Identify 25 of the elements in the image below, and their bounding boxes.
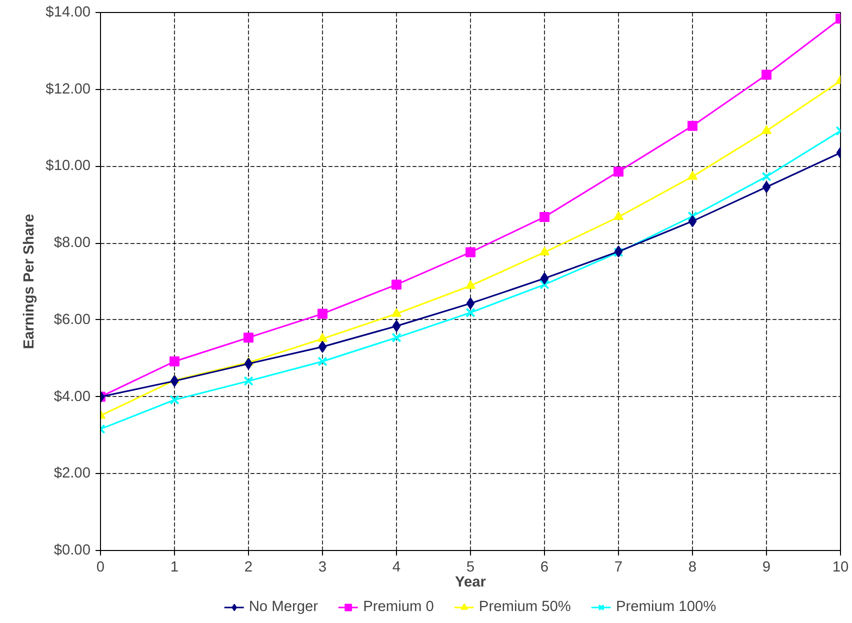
- x-tick-label: 2: [244, 560, 253, 576]
- x-tick-label: 10: [832, 560, 849, 576]
- x-tick-label: 6: [540, 560, 549, 576]
- x-tick-label: 3: [318, 560, 327, 576]
- y-tick-label: $14.00: [46, 4, 90, 20]
- x-tick-label: 4: [392, 560, 401, 576]
- x-tick-label: 9: [762, 560, 771, 576]
- y-tick-label: $4.00: [54, 388, 91, 405]
- x-tick-label: 1: [170, 560, 179, 576]
- x-tick-label: 7: [614, 560, 623, 576]
- legend-label: Premium 100%: [616, 599, 716, 615]
- legend-label: No Merger: [248, 599, 318, 615]
- y-tick-label: $10.00: [46, 158, 90, 174]
- x-tick-label: 8: [688, 560, 697, 576]
- x-axis-title: Year: [455, 574, 486, 590]
- y-axis-title: Earnings Per Share: [22, 214, 38, 350]
- y-tick-label: $12.00: [46, 81, 90, 98]
- y-tick-label: $2.00: [54, 466, 91, 482]
- x-tick-label: 0: [96, 560, 105, 576]
- y-tick-label: $6.00: [54, 312, 91, 328]
- y-tick-label: $0.00: [54, 542, 91, 558]
- legend-label: Premium 0: [363, 599, 434, 615]
- legend-label: Premium 50%: [478, 599, 571, 615]
- y-tick-label: $8.00: [54, 235, 91, 252]
- x-tick-label: 5: [466, 560, 475, 576]
